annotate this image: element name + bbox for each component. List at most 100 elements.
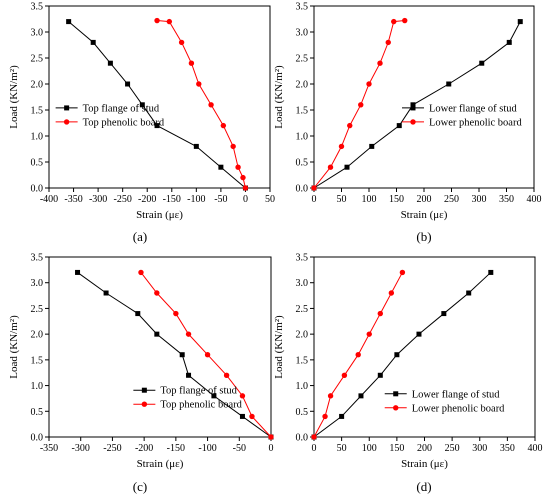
y-axis-label: Load (KN/m²) bbox=[8, 65, 20, 129]
legend-label: Top phenolic board bbox=[83, 117, 165, 128]
data-point bbox=[322, 413, 328, 420]
legend-marker bbox=[393, 391, 399, 397]
data-point bbox=[196, 81, 202, 87]
panel-label: (c) bbox=[133, 479, 147, 494]
chart-panel-1: -400 -350 -300 -250 -200 -150 -100 -50 0 50 0.0 0.5… bbox=[8, 2, 275, 245]
data-point bbox=[506, 39, 512, 45]
x-tick-label: 100 bbox=[362, 194, 377, 205]
data-point bbox=[488, 269, 494, 275]
legend-marker bbox=[141, 387, 147, 393]
series-line-2 bbox=[157, 20, 246, 189]
data-point bbox=[416, 331, 422, 337]
data-point bbox=[358, 393, 364, 399]
data-point bbox=[339, 413, 345, 419]
x-tick-label: 100 bbox=[362, 443, 377, 454]
data-point bbox=[186, 372, 192, 378]
data-point bbox=[154, 331, 160, 337]
y-tick-label: 0.5 bbox=[296, 407, 309, 418]
y-axis-label: Load (KN/m²) bbox=[273, 65, 285, 129]
data-point bbox=[391, 18, 397, 25]
legend-label: Top phenolic board bbox=[160, 400, 242, 411]
y-tick-label: 1.0 bbox=[296, 132, 309, 143]
x-tick-label: 150 bbox=[389, 194, 404, 205]
x-axis-label: Strain (με) bbox=[137, 458, 184, 470]
x-tick-label: 50 bbox=[337, 194, 347, 205]
y-tick-label: 3.5 bbox=[31, 253, 44, 264]
y-tick-label: 1.0 bbox=[31, 381, 44, 392]
y-axis-label: Load (KN/m²) bbox=[8, 315, 20, 379]
data-point bbox=[388, 290, 395, 296]
data-point bbox=[208, 102, 214, 108]
y-tick-label: 3.0 bbox=[31, 28, 44, 39]
legend-marker bbox=[141, 401, 148, 407]
x-tick-label: 250 bbox=[444, 194, 459, 205]
data-point bbox=[188, 60, 195, 66]
data-point bbox=[173, 310, 179, 317]
data-point bbox=[204, 352, 211, 358]
data-point bbox=[239, 393, 246, 399]
x-tick-label: -150 bbox=[163, 194, 181, 205]
legend-marker bbox=[63, 119, 70, 125]
x-tick-label: 0 bbox=[312, 194, 317, 205]
y-tick-label: 1.0 bbox=[296, 381, 309, 392]
x-tick-label: 0 bbox=[312, 443, 317, 454]
x-tick-label: -100 bbox=[198, 443, 216, 454]
legend-label: Top flange of stud bbox=[160, 386, 237, 397]
x-tick-label: -150 bbox=[167, 443, 185, 454]
data-point bbox=[377, 372, 383, 378]
x-axis-label: Strain (με) bbox=[136, 209, 183, 221]
x-tick-label: 400 bbox=[528, 443, 543, 454]
y-tick-label: 0.5 bbox=[31, 158, 44, 169]
x-tick-label: 300 bbox=[472, 194, 487, 205]
y-tick-label: 1.5 bbox=[296, 106, 309, 117]
y-tick-label: 2.0 bbox=[31, 330, 44, 341]
data-point bbox=[268, 434, 274, 440]
x-tick-label: -350 bbox=[40, 443, 58, 454]
x-tick-label: -50 bbox=[233, 443, 246, 454]
x-tick-label: 150 bbox=[389, 443, 404, 454]
data-point bbox=[223, 372, 230, 378]
data-point bbox=[517, 19, 523, 25]
data-point bbox=[366, 331, 372, 337]
y-tick-label: 2.0 bbox=[31, 80, 44, 91]
data-point bbox=[249, 413, 255, 420]
x-tick-label: -300 bbox=[89, 194, 107, 205]
y-tick-label: 0.0 bbox=[296, 184, 309, 195]
x-tick-label: 50 bbox=[265, 194, 275, 205]
plot-frame bbox=[313, 5, 535, 189]
data-point bbox=[369, 143, 375, 149]
y-tick-label: 1.0 bbox=[31, 132, 44, 143]
plot-frame bbox=[48, 5, 271, 189]
legend-label: Lower phenolic board bbox=[412, 403, 505, 414]
data-point bbox=[479, 60, 485, 66]
y-tick-label: 2.5 bbox=[296, 304, 309, 315]
y-tick-label: 2.5 bbox=[31, 304, 44, 315]
y-tick-label: 2.5 bbox=[31, 54, 44, 65]
y-tick-label: 0.5 bbox=[31, 407, 44, 418]
data-point bbox=[394, 352, 400, 358]
data-point bbox=[327, 164, 334, 170]
legend-label: Lower phenolic board bbox=[429, 117, 522, 128]
y-tick-label: 1.5 bbox=[31, 106, 44, 117]
data-point bbox=[103, 290, 109, 296]
data-point bbox=[139, 102, 145, 108]
data-point bbox=[240, 174, 246, 181]
y-tick-label: 3.5 bbox=[31, 2, 44, 13]
y-tick-label: 3.0 bbox=[31, 278, 44, 289]
data-point bbox=[75, 269, 81, 275]
data-point bbox=[220, 122, 227, 129]
data-point bbox=[396, 123, 402, 129]
x-tick-label: 350 bbox=[500, 443, 515, 454]
data-point bbox=[377, 60, 383, 66]
data-point bbox=[385, 39, 391, 46]
data-point bbox=[193, 143, 199, 149]
data-point bbox=[366, 81, 372, 87]
data-point bbox=[341, 372, 348, 378]
legend-label: Lower flange of stud bbox=[412, 389, 501, 400]
series-line-1 bbox=[77, 272, 272, 438]
data-point bbox=[211, 393, 217, 399]
data-point bbox=[410, 102, 416, 108]
data-point bbox=[107, 60, 113, 66]
x-tick-label: 300 bbox=[472, 443, 487, 454]
panel-label: (a) bbox=[133, 229, 147, 244]
